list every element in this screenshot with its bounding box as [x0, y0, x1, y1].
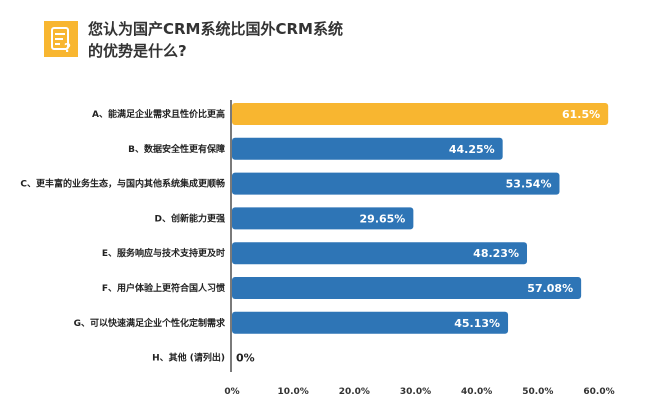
- category-label: D、创新能力更强: [155, 212, 225, 224]
- category-label: A、能满足企业需求且性价比更高: [92, 108, 225, 120]
- category-label: C、更丰富的业务生态，与国内其他系统集成更顺畅: [20, 178, 225, 190]
- bar: [232, 242, 528, 265]
- data-label: 45.13%: [454, 317, 500, 330]
- x-tick-label: 50.0%: [522, 387, 553, 397]
- svg-text:?: ?: [64, 41, 71, 55]
- x-tick-label: 0%: [224, 387, 239, 397]
- data-label: 0%: [236, 352, 255, 365]
- data-label: 57.08%: [527, 282, 573, 295]
- category-label: G、可以快速满足企业个性化定制需求: [74, 317, 226, 329]
- data-label: 44.25%: [449, 143, 495, 156]
- bar: [232, 172, 560, 195]
- question-form-icon: ?: [44, 21, 78, 57]
- chart-title: 您认为国产CRM系统比国外CRM系统的优势是什么?: [88, 20, 343, 60]
- data-label: 29.65%: [360, 212, 406, 225]
- bar: [232, 207, 414, 230]
- x-tick-label: 40.0%: [461, 387, 492, 397]
- x-tick-label: 10.0%: [278, 387, 309, 397]
- bar: [232, 311, 509, 334]
- bar: [232, 103, 609, 125]
- data-label: 53.54%: [506, 178, 552, 191]
- x-tick-label: 30.0%: [400, 387, 431, 397]
- x-tick-label: 60.0%: [583, 387, 614, 397]
- bar: [232, 277, 582, 299]
- category-label: H、其他 (请列出): [152, 352, 225, 364]
- x-tick-label: 20.0%: [339, 387, 370, 397]
- category-label: F、用户体验上更符合国人习惯: [102, 282, 225, 294]
- data-label: 48.23%: [473, 247, 519, 260]
- data-label: 61.5%: [562, 108, 600, 121]
- category-label: E、服务响应与技术支持更及时: [102, 247, 225, 259]
- category-label: B、数据安全性更有保障: [128, 143, 225, 155]
- bar: [232, 137, 503, 160]
